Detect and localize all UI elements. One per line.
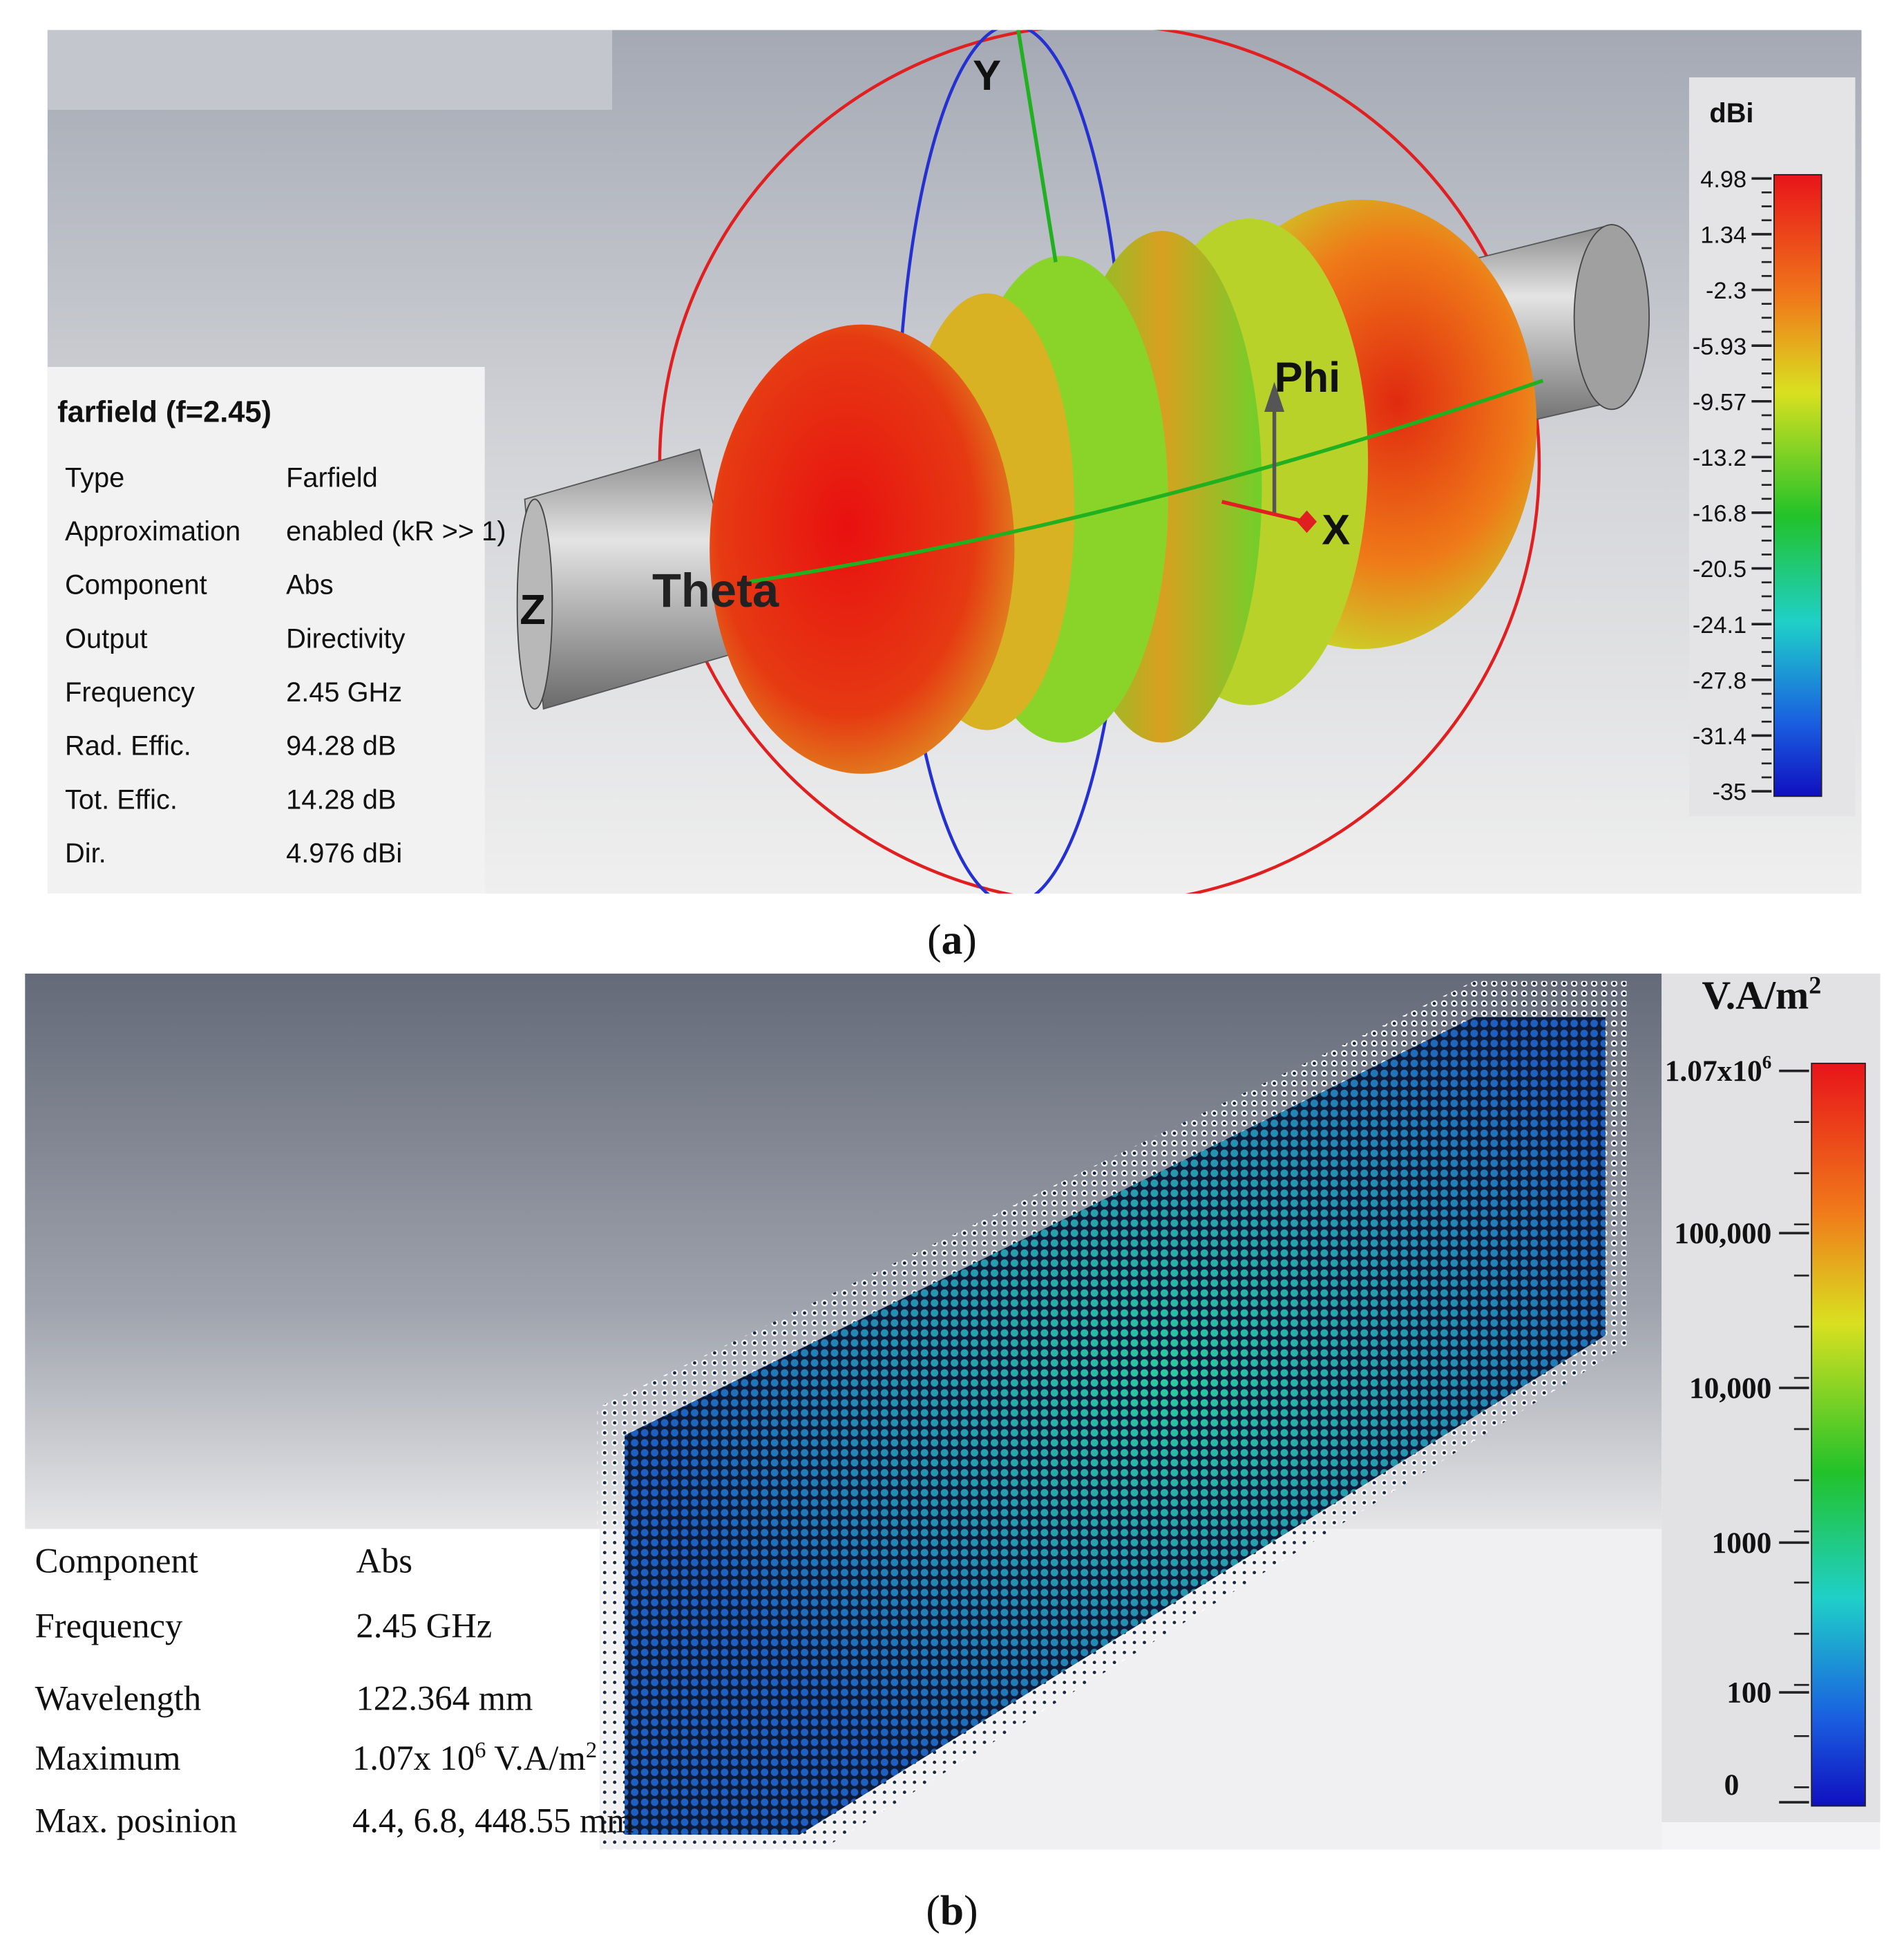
- axis-label: Y: [973, 52, 1001, 100]
- info-value: Directivity: [286, 623, 405, 654]
- point-cloud-high: [625, 1017, 1606, 1835]
- colorbar-tick-label: -9.57: [1693, 389, 1746, 415]
- power-flow-view: Component Abs Frequency 2.45 GHz Wavelength 1…: [25, 972, 1881, 1850]
- axis-label: X: [1322, 507, 1350, 554]
- colorbar-unit: V.A/m2: [1702, 972, 1821, 1018]
- info-value: 1.07x 106 V.A/m2: [352, 1738, 597, 1777]
- axis-x: [1221, 500, 1306, 524]
- info-table: Type Farfield Approximation enabled (kR >> …: [65, 462, 506, 869]
- info-value: Farfield: [286, 462, 378, 493]
- colorbar: [1811, 1062, 1866, 1807]
- toolbar-area: [47, 30, 613, 110]
- info-label: Dir.: [65, 838, 106, 869]
- colorbar: [1773, 173, 1822, 797]
- colorbar-tick-label: -27.8: [1693, 668, 1746, 694]
- info-value: Abs: [286, 570, 334, 601]
- colorbar-tick-label: 1000: [1712, 1526, 1772, 1560]
- colorbar-unit: dBi: [1709, 98, 1753, 129]
- info-label: Approximation: [65, 516, 240, 547]
- colorbar-ticks: 4.98 1.34 -2.3 -5.93 -9.57 -13.2 -16.8 -20.5 -24…: [1693, 167, 1772, 806]
- info-panel: [47, 367, 485, 894]
- colorbar-tick-label: 10,000: [1689, 1372, 1771, 1405]
- caption: (b): [926, 1887, 978, 1934]
- info-label: Type: [65, 462, 124, 493]
- colorbar-tick-label: -31.4: [1693, 724, 1746, 750]
- info-value: 4.4, 6.8, 448.55 mm: [352, 1801, 634, 1840]
- info-value: 122.364 mm: [356, 1679, 533, 1717]
- info-label: Maximum: [35, 1739, 181, 1777]
- colorbar-tick-label: -16.8: [1693, 501, 1746, 527]
- info-label: Output: [65, 623, 147, 654]
- info-title: farfield (f=2.45): [57, 395, 272, 428]
- info-label: Component: [35, 1542, 198, 1580]
- colorbar-tick-label: 0: [1724, 1768, 1740, 1802]
- info-label: Component: [65, 570, 207, 601]
- info-value: 94.28 dB: [286, 731, 396, 762]
- colorbar-tick-label: -20.5: [1693, 556, 1746, 583]
- colorbar-panel: [1688, 77, 1856, 817]
- caption: (a): [927, 916, 977, 963]
- info-value: Abs: [356, 1542, 412, 1580]
- cylinder-left: [516, 448, 751, 710]
- colorbar-tick-label: -35: [1712, 779, 1746, 806]
- radiation-pattern: [710, 199, 1537, 774]
- info-label: Wavelength: [35, 1679, 202, 1717]
- colorbar-tick-label: 100,000: [1674, 1217, 1771, 1250]
- colorbar-tick-label: 4.98: [1700, 167, 1746, 193]
- axis-label: Theta: [652, 564, 779, 617]
- equator: [749, 379, 1544, 584]
- colorbar-tick-label: 100: [1726, 1676, 1771, 1710]
- info-label: Max. posinion: [35, 1801, 238, 1840]
- info-value: 2.45 GHz: [356, 1607, 492, 1645]
- axis-label: Phi: [1275, 354, 1341, 401]
- info-panel: [25, 1529, 600, 1850]
- colorbar-tick-label: -13.2: [1693, 445, 1746, 471]
- info-label: Frequency: [35, 1607, 183, 1645]
- colorbar-tick-label: -2.3: [1706, 278, 1746, 304]
- colorbar-tick-label: -24.1: [1693, 612, 1746, 639]
- axis-label: Z: [520, 586, 546, 634]
- info-label: Rad. Effic.: [65, 731, 191, 762]
- info-value: 14.28 dB: [286, 784, 396, 815]
- colorbar-tick-label: 1.07x106: [1665, 1052, 1772, 1088]
- colorbar-tick-label: 1.34: [1700, 223, 1746, 249]
- info-value: enabled (kR >> 1): [286, 516, 506, 547]
- info-value: 4.976 dBi: [286, 838, 402, 869]
- info-label: Frequency: [65, 677, 195, 708]
- info-table: Component Abs Frequency 2.45 GHz Wavelength 1…: [35, 1542, 533, 1718]
- axis-y: [1016, 30, 1058, 263]
- phi-arrowhead: [1264, 381, 1285, 413]
- x-marker: [1297, 510, 1317, 533]
- info-value: 2.45 GHz: [286, 677, 402, 708]
- colorbar-tick-label: -5.93: [1693, 334, 1746, 360]
- farfield-view: Y Phi X Z Theta farfield (f=2.45) Type Fa…: [47, 30, 1862, 894]
- info-label: Tot. Effic.: [65, 784, 178, 815]
